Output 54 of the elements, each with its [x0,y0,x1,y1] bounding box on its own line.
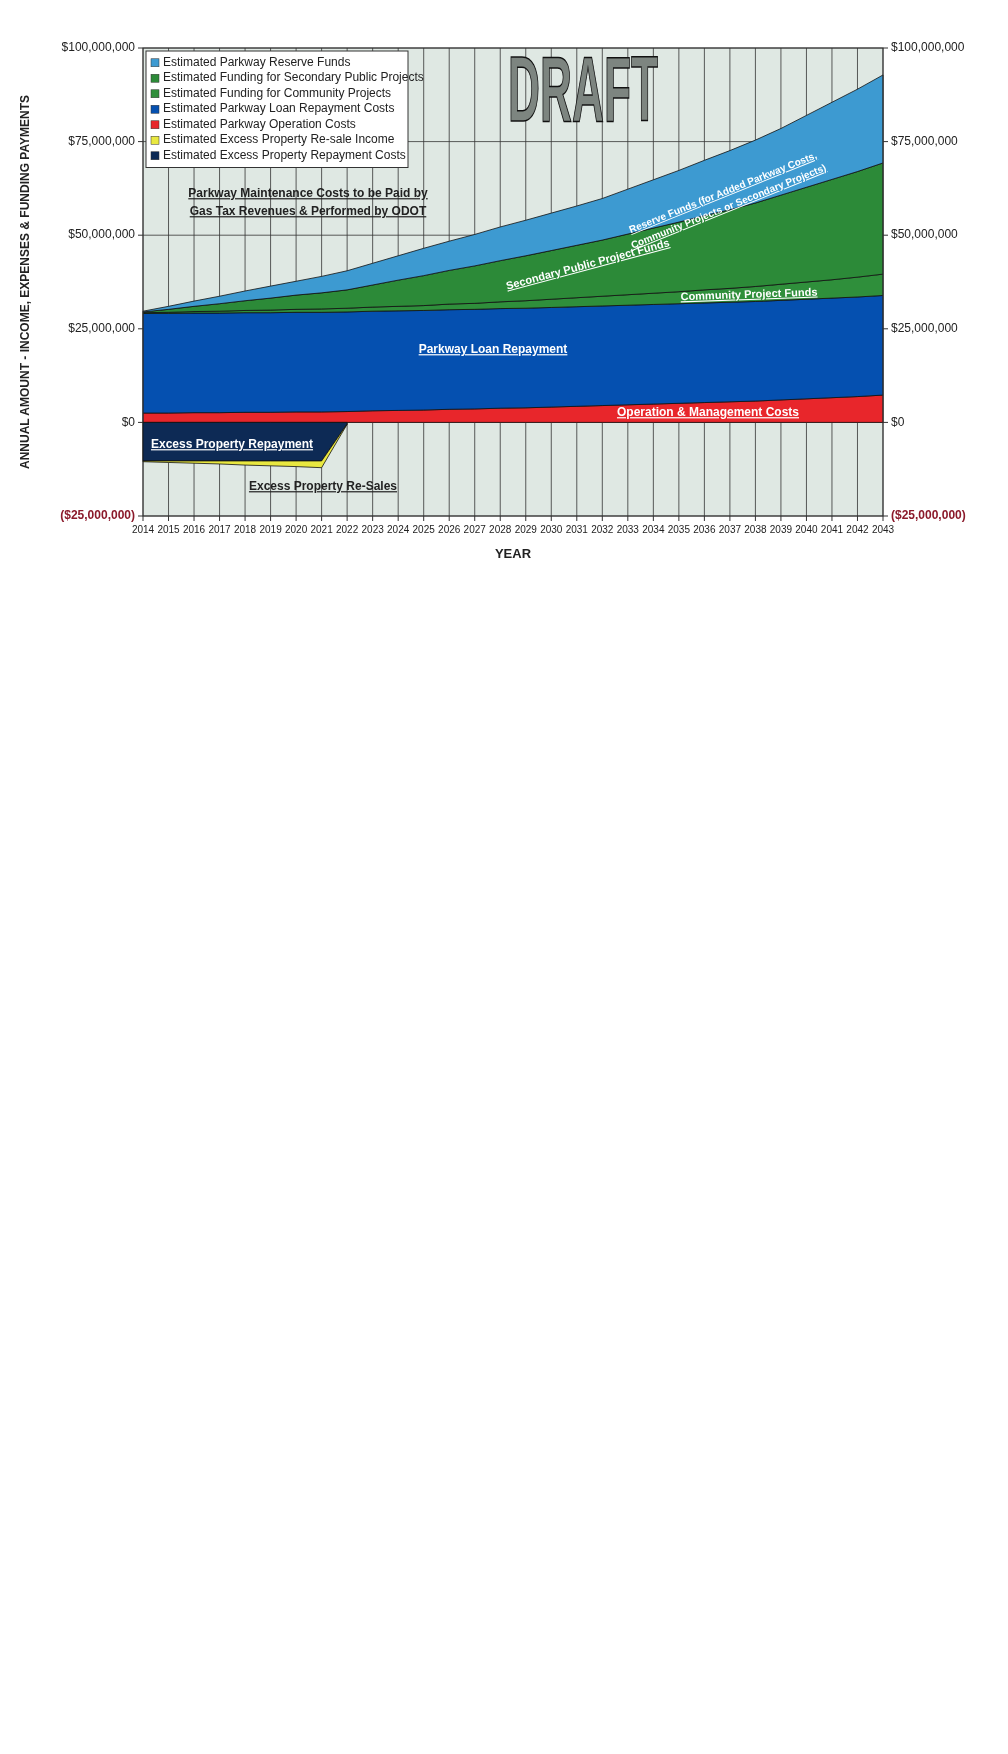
x-tick-label: 2040 [795,524,819,535]
y2-tick-label: $75,000,000 [891,133,959,148]
x-tick-label: 2016 [182,524,206,535]
y-axis-title: ANNUAL AMOUNT - INCOME, EXPENSES & FUNDING PAYMENTS [18,94,33,470]
x-tick-label: 2033 [616,524,640,535]
x-tick-label: 2018 [233,524,257,535]
x-tick-label: 2019 [259,524,283,535]
annotation: Parkway Loan Repayment [418,342,568,357]
y-tick-label: $75,000,000 [68,133,136,148]
legend-label: Estimated Funding for Community Projects [163,85,392,100]
legend-label: Estimated Parkway Loan Repayment Costs [163,101,395,116]
y2-tick-label: $0 [891,414,905,429]
x-tick-label: 2023 [361,524,385,535]
legend-label: Estimated Parkway Reserve Funds [163,54,351,69]
annotation: Excess Property Repayment [150,437,314,452]
x-tick-label: 2020 [284,524,308,535]
x-tick-label: 2022 [336,524,359,535]
x-tick-label: 2017 [208,524,232,535]
x-tick-label: 2031 [565,524,589,535]
x-tick-label: 2039 [769,524,793,535]
annotation: Community Project Funds [680,285,818,303]
x-tick-label: 2042 [846,524,870,535]
legend-label: Estimated Parkway Operation Costs [163,116,356,131]
x-tick-label: 2037 [718,524,742,535]
x-tick-label: 2038 [744,524,767,535]
x-tick-label: 2014 [131,524,155,535]
legend-label: Estimated Excess Property Re-sale Income [163,132,395,147]
y2-tick-label: $25,000,000 [891,320,959,335]
x-tick-label: 2030 [540,524,563,535]
x-tick-label: 2036 [693,524,716,535]
x-tick-label: 2035 [667,524,691,535]
legend-label: Estimated Excess Property Repayment Costs [163,147,406,162]
y-tick-label: $0 [121,414,136,429]
x-tick-label: 2028 [489,524,512,535]
y-tick-label: ($25,000,000) [60,508,135,523]
x-tick-label: 2025 [412,524,436,535]
x-tick-label: 2029 [514,524,538,535]
x-tick-label: 2043 [871,524,895,535]
y2-tick-label: $100,000,000 [891,40,965,55]
x-tick-label: 2032 [591,524,614,535]
y2-tick-label: $50,000,000 [891,227,959,242]
x-tick-label: 2034 [642,524,665,535]
x-tick-label: 2026 [438,524,461,535]
y-tick-label: $50,000,000 [68,227,136,242]
annotation: Operation & Management Costs [616,405,800,420]
y2-tick-label: ($25,000,000) [891,508,966,523]
x-tick-label: 2041 [820,524,844,535]
x-axis-title: YEAR [494,546,532,561]
x-tick-label: 2015 [157,524,181,535]
y-tick-label: $25,000,000 [68,320,136,335]
x-tick-label: 2024 [387,524,410,535]
y-tick-label: $100,000,000 [61,40,136,55]
x-tick-label: 2021 [310,524,334,535]
x-tick-label: 2027 [463,524,487,535]
